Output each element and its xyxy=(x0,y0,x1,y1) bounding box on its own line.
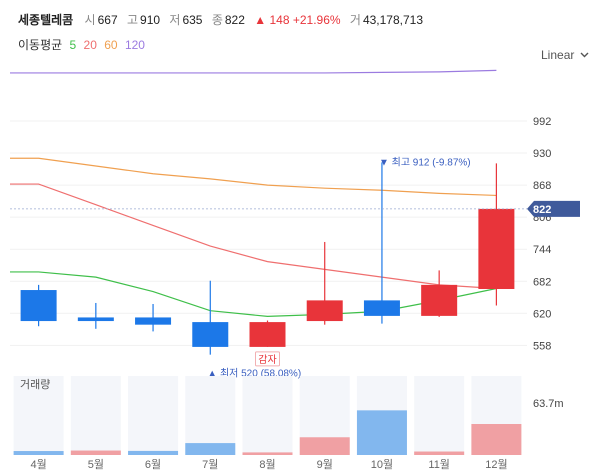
candle-9[interactable] xyxy=(478,163,515,306)
candle-4[interactable] xyxy=(192,280,229,355)
month-tick-label: 11월 xyxy=(428,458,450,471)
moving-average-legend[interactable]: 이동평균 5 20 60 120 xyxy=(18,36,145,53)
current-price-badge xyxy=(527,200,580,217)
ma20-label: 20 xyxy=(83,38,97,52)
low-label: 저 xyxy=(169,13,181,27)
scale-label: Linear xyxy=(541,48,575,62)
candle-body xyxy=(20,290,57,322)
candle-8[interactable] xyxy=(421,270,458,317)
volume-panel-title: 거래량 xyxy=(20,378,50,391)
event-label: 감자 xyxy=(258,354,276,366)
month-tick-label: 5월 xyxy=(88,458,104,471)
volume-panel: 4월 5월 6월 7월 8월 9월 10월 11월 12월 거래량 63.7m xyxy=(13,376,564,471)
ma120-line xyxy=(10,69,497,74)
candle-3[interactable] xyxy=(135,304,172,332)
candle-body xyxy=(421,284,458,316)
price-tick-label: 868 xyxy=(533,180,551,192)
ma20-line xyxy=(10,183,497,290)
candle-6[interactable] xyxy=(306,241,343,325)
candle-body xyxy=(306,300,343,322)
candle-2[interactable] xyxy=(77,302,114,329)
volume-column-bg xyxy=(128,376,179,455)
price-tick-label: 992 xyxy=(533,116,551,128)
ma60-label: 60 xyxy=(104,38,118,52)
change-arrow-icon: ▲ xyxy=(254,13,267,27)
chart-annotations: 822▼ 최고 912 (-9.87%)▲ 최저 520 (58.08%)감자 xyxy=(10,156,580,380)
volume-bar xyxy=(128,450,179,455)
price-tick-label: 930 xyxy=(533,148,551,160)
month-tick-label: 10월 xyxy=(371,458,393,471)
candle-5[interactable] xyxy=(249,320,286,347)
price-tick-label: 558 xyxy=(533,340,551,352)
volume-bar xyxy=(299,437,350,455)
stock-name: 세종텔레콤 xyxy=(18,13,74,27)
price-tick-label: 620 xyxy=(533,308,551,320)
month-tick-label: 6월 xyxy=(145,458,161,471)
stock-header: 세종텔레콤 시 667 고 910 저 635 종 822 ▲ 148 +21.96% … xyxy=(18,11,429,28)
volume-column-bg xyxy=(242,376,293,455)
month-tick-label: 9월 xyxy=(317,458,333,471)
change-percent: +21.96% xyxy=(292,13,341,27)
ma120-label: 120 xyxy=(124,38,145,52)
event-badge xyxy=(255,351,280,367)
volume-axis-label: 63.7m xyxy=(533,398,564,410)
current-price-label: 822 xyxy=(533,204,551,216)
candle-body xyxy=(135,317,172,325)
chevron-down-icon xyxy=(580,52,589,58)
max-price-annotation: ▼ 최고 912 (-9.87%) xyxy=(379,156,471,168)
high-value: 910 xyxy=(140,13,161,27)
scale-dropdown[interactable]: Linear xyxy=(541,48,589,62)
candlesticks[interactable] xyxy=(20,162,515,355)
open-value: 667 xyxy=(97,13,118,27)
candle-body xyxy=(363,300,400,316)
change-value: 148 xyxy=(269,13,290,27)
volume-bar xyxy=(70,450,121,455)
ma5-label: 5 xyxy=(69,38,77,52)
price-tick-label: 682 xyxy=(533,276,551,288)
candle-7[interactable] xyxy=(363,162,400,324)
moving-average-lines xyxy=(10,69,497,318)
ma5-line xyxy=(10,271,497,318)
month-tick-label: 7월 xyxy=(202,458,218,471)
price-tick-label: 744 xyxy=(533,244,551,256)
volume-bar xyxy=(471,423,522,455)
volume-column-bg xyxy=(13,376,64,455)
volume-bar xyxy=(13,451,64,455)
volume-bar xyxy=(414,451,465,455)
low-value: 635 xyxy=(182,13,203,27)
month-tick-label: 12월 xyxy=(485,458,507,471)
volume-column-bg xyxy=(414,376,465,455)
close-label: 종 xyxy=(211,13,223,27)
volume-bar xyxy=(185,443,236,455)
candle-body xyxy=(77,317,114,322)
high-label: 고 xyxy=(126,13,139,27)
month-tick-label: 8월 xyxy=(259,458,275,471)
candle-body xyxy=(192,322,229,347)
volume-bar xyxy=(242,452,293,455)
volume-bar xyxy=(356,410,407,455)
volume-column-bg xyxy=(185,376,236,455)
candle-1[interactable] xyxy=(20,284,57,327)
candle-body xyxy=(478,208,515,290)
close-value: 822 xyxy=(224,13,245,27)
volume-column-bg xyxy=(70,376,121,455)
ma60-line xyxy=(10,157,497,197)
month-tick-label: 4월 xyxy=(30,458,46,471)
volume-label: 거 xyxy=(349,13,361,27)
volume-value: 43,178,713 xyxy=(362,13,424,27)
candle-body xyxy=(249,322,286,347)
moving-average-title: 이동평균 xyxy=(18,38,63,52)
open-label: 시 xyxy=(84,13,96,27)
